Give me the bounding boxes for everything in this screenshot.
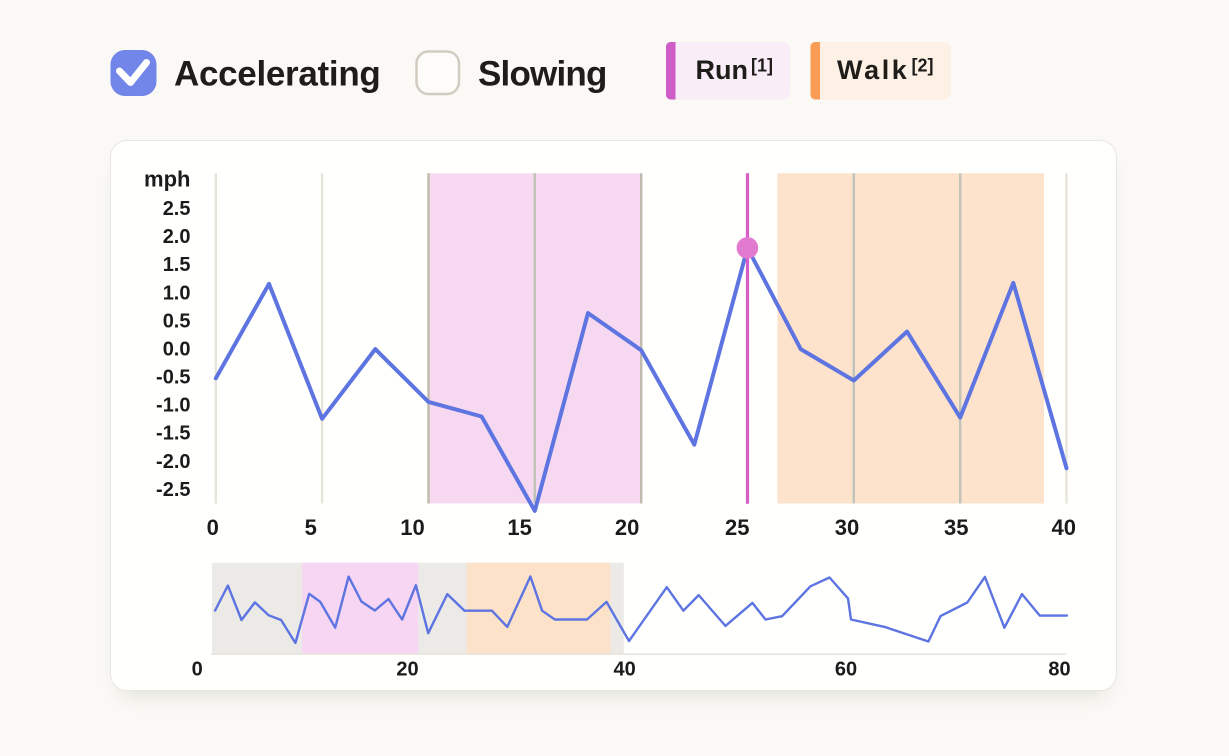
svg-text:25: 25	[725, 515, 749, 540]
svg-text:0: 0	[192, 658, 203, 680]
svg-text:0: 0	[207, 515, 219, 540]
svg-text:15: 15	[507, 515, 531, 540]
svg-text:1.5: 1.5	[163, 254, 191, 276]
svg-text:0.0: 0.0	[163, 338, 191, 360]
svg-text:2.5: 2.5	[163, 198, 191, 220]
svg-text:20: 20	[396, 658, 418, 680]
svg-text:35: 35	[944, 515, 968, 540]
svg-text:10: 10	[400, 515, 424, 540]
svg-text:5: 5	[305, 515, 317, 540]
svg-text:30: 30	[835, 515, 859, 540]
svg-text:-1.5: -1.5	[156, 423, 190, 445]
svg-text:-0.5: -0.5	[156, 367, 190, 389]
svg-text:-2.0: -2.0	[156, 451, 190, 473]
svg-text:Walk: Walk	[837, 55, 909, 85]
svg-text:[2]: [2]	[912, 56, 934, 76]
svg-text:-2.5: -2.5	[156, 479, 190, 501]
svg-text:1.0: 1.0	[163, 282, 191, 304]
svg-text:2.0: 2.0	[163, 226, 191, 248]
svg-text:20: 20	[615, 515, 639, 540]
svg-text:Slowing: Slowing	[478, 55, 607, 94]
svg-text:0.5: 0.5	[163, 310, 191, 332]
svg-text:-1.0: -1.0	[156, 395, 190, 417]
svg-text:60: 60	[835, 658, 857, 680]
svg-text:[1]: [1]	[751, 56, 773, 76]
svg-text:40: 40	[1051, 515, 1075, 540]
svg-text:Run: Run	[696, 55, 748, 85]
svg-text:80: 80	[1048, 658, 1070, 680]
svg-text:mph: mph	[144, 167, 190, 192]
svg-text:40: 40	[613, 658, 635, 680]
svg-text:Accelerating: Accelerating	[174, 55, 381, 94]
